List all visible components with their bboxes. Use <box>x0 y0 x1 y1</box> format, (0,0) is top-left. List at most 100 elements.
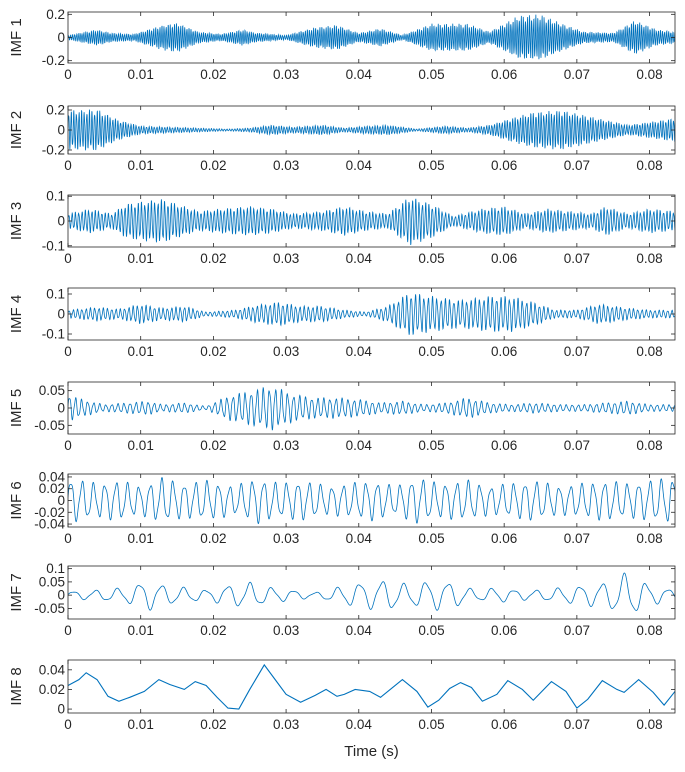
x-tick-label: 0 <box>64 438 72 453</box>
imf-2-series-line <box>68 109 675 151</box>
x-tick-label: 0.04 <box>346 158 373 173</box>
x-tick-label: 0.07 <box>564 251 590 266</box>
imf-5-series-line <box>68 386 675 431</box>
x-tick-label: 0.07 <box>564 67 590 82</box>
x-tick-label: 0.03 <box>273 623 299 638</box>
x-tick-label: 0.07 <box>564 344 590 359</box>
y-axis-label: IMF 6 <box>8 481 25 519</box>
x-tick-label: 0.06 <box>491 158 517 173</box>
x-tick-label: 0.01 <box>128 251 154 266</box>
y-tick-label: -0.05 <box>34 418 65 433</box>
y-tick-label: -0.04 <box>34 517 65 532</box>
x-tick-label: 0 <box>64 623 72 638</box>
y-tick-label: -0.2 <box>42 143 65 158</box>
panel-imf-4: 0 0.01 0.02 0.03 0.04 0.05 0.06 0.07 0.08 -0.1 0 0.… <box>8 287 676 359</box>
x-tick-label: 0.04 <box>346 717 373 732</box>
panel-imf-7: 0 0.01 0.02 0.03 0.04 0.05 0.06 0.07 0.08-0.0500… <box>8 561 676 638</box>
x-tick-label: 0.06 <box>491 717 517 732</box>
y-tick-label: 0.2 <box>46 103 65 118</box>
x-tick-label: 0.05 <box>418 717 444 732</box>
y-tick-label: 0 <box>57 123 65 138</box>
y-axis-label: IMF 3 <box>8 202 25 240</box>
axes-box <box>67 659 676 714</box>
y-tick-label: 0.2 <box>46 7 65 22</box>
x-tick-label: 0.06 <box>491 344 517 359</box>
x-tick-label: 0.02 <box>200 344 226 359</box>
axes-box <box>67 565 676 620</box>
imf-3-series-line <box>68 198 675 246</box>
x-tick-label: 0.01 <box>128 531 154 546</box>
y-axis-label: IMF 2 <box>8 111 25 149</box>
y-axis-label: IMF 8 <box>8 667 25 705</box>
x-tick-label: 0.04 <box>346 531 373 546</box>
x-tick-label: 0 <box>64 251 72 266</box>
y-tick-label: 0 <box>57 588 65 603</box>
x-tick-label: 0.04 <box>346 623 373 638</box>
y-tick-label: 0.05 <box>39 574 65 589</box>
x-tick-label: 0 <box>64 67 72 82</box>
x-tick-label: 0.01 <box>128 344 154 359</box>
y-axis-label: IMF 5 <box>8 389 25 427</box>
x-tick-label: 0.06 <box>491 623 517 638</box>
x-tick-label: 0.08 <box>636 623 662 638</box>
y-tick-label: -0.1 <box>42 327 65 342</box>
x-tick-label: 0.05 <box>418 438 444 453</box>
y-tick-label: 0.02 <box>39 481 65 496</box>
x-tick-label: 0.05 <box>418 158 444 173</box>
panel-imf-5: 0 0.01 0.02 0.03 0.04 0.05 0.06 0.07 0.08 -0.05 0 0… <box>8 381 676 453</box>
x-tick-label: 0 <box>64 717 72 732</box>
y-tick-label: 0.1 <box>46 561 65 576</box>
x-tick-label: 0.02 <box>200 67 226 82</box>
x-tick-label: 0.04 <box>346 251 373 266</box>
y-tick-label: 0.05 <box>39 383 65 398</box>
panel-imf-1: 0 0.01 0.02 0.03 0.04 0.05 0.06 0.07 0.08-0.200.… <box>8 7 676 82</box>
panel-imf-8: 0 0.01 0.02 0.03 0.04 0.05 0.06 0.07 0.08 0 0.02 0.… <box>8 659 676 732</box>
x-tick-label: 0.02 <box>200 717 226 732</box>
x-tick-label: 0.02 <box>200 251 226 266</box>
x-tick-label: 0.08 <box>636 717 662 732</box>
x-tick-label: 0.01 <box>128 438 154 453</box>
y-tick-label: 0 <box>57 307 65 322</box>
y-tick-label: 0.02 <box>39 682 65 697</box>
x-tick-label: 0.03 <box>273 158 299 173</box>
imf-7-series-line <box>68 572 675 611</box>
imf-4-series-line <box>68 294 675 335</box>
panel-imf-6: 0 0.01 0.02 0.03 0.04 0.05 0.06 0.07 0.08 -0.04-0… <box>8 469 676 546</box>
imf-1-series-line <box>68 14 675 60</box>
x-tick-label: 0.02 <box>200 531 226 546</box>
x-tick-label: 0 <box>64 344 72 359</box>
x-tick-label: 0.07 <box>564 623 590 638</box>
x-tick-label: 0.03 <box>273 344 299 359</box>
x-tick-label: 0.05 <box>418 344 444 359</box>
x-tick-label: 0.06 <box>491 251 517 266</box>
imf-6-series-line <box>68 477 675 525</box>
imf-8-series-line <box>68 663 675 710</box>
y-tick-label: 0 <box>57 702 65 717</box>
x-tick-label: 0.04 <box>346 344 373 359</box>
y-tick-label: -0.2 <box>42 53 65 68</box>
y-tick-label: -0.05 <box>34 601 65 616</box>
y-tick-label: -0.02 <box>34 505 65 520</box>
x-tick-label: 0.03 <box>273 67 299 82</box>
y-tick-label: -0.1 <box>42 238 65 253</box>
x-tick-label: 0.06 <box>491 67 517 82</box>
y-tick-label: 0.1 <box>46 287 65 302</box>
panel-imf-3: 0 0.01 0.02 0.03 0.04 0.05 0.06 0.07 0.08-0.100.… <box>8 189 676 266</box>
y-tick-label: 0 <box>57 493 65 508</box>
x-tick-label: 0.01 <box>128 67 154 82</box>
x-tick-label: 0.03 <box>273 717 299 732</box>
x-tick-label: 0.08 <box>636 531 662 546</box>
y-tick-label: 0 <box>57 214 65 229</box>
y-tick-label: 0 <box>57 30 65 45</box>
y-axis-label: IMF 1 <box>8 18 25 56</box>
panel-imf-2: 0 0.01 0.02 0.03 0.04 0.05 0.06 0.07 0.08-0.200.… <box>8 103 676 173</box>
y-axis-label: IMF 7 <box>8 573 25 611</box>
y-tick-label: 0.04 <box>39 662 66 677</box>
x-tick-label: 0.05 <box>418 531 444 546</box>
x-tick-label: 0.05 <box>418 251 444 266</box>
x-tick-label: 0.08 <box>636 251 662 266</box>
x-tick-label: 0.08 <box>636 158 662 173</box>
x-tick-label: 0.02 <box>200 158 226 173</box>
y-axis-label: IMF 4 <box>8 295 25 333</box>
